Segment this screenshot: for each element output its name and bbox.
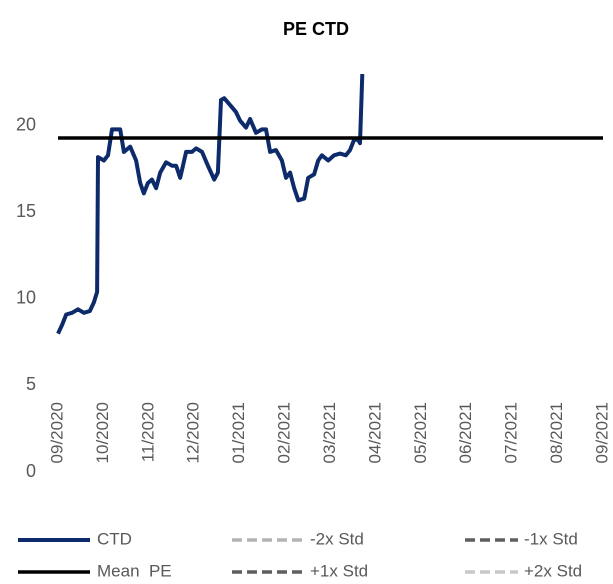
legend-label: -1x Std: [524, 529, 578, 548]
x-tick-label: 02/2021: [275, 402, 294, 463]
legend-label: Mean PE: [97, 561, 172, 580]
series-line: [56, 74, 365, 335]
y-tick-label: 5: [26, 374, 36, 394]
x-tick-label: 09/2020: [47, 402, 66, 463]
x-tick-label: 11/2020: [138, 402, 157, 462]
legend-label: -2x Std: [310, 529, 364, 548]
x-tick-label: 01/2021: [229, 402, 248, 463]
legend-label: CTD: [97, 529, 132, 548]
y-tick-label: 20: [16, 115, 36, 135]
y-tick-label: 15: [16, 201, 36, 221]
x-tick-label: 10/2020: [93, 402, 112, 463]
x-tick-label: 03/2021: [320, 402, 339, 463]
chart-title: PE CTD: [283, 19, 349, 39]
legend-label: +2x Std: [524, 561, 582, 580]
x-tick-label: 09/2021: [592, 402, 611, 463]
x-tick-label: 04/2021: [365, 402, 384, 463]
x-tick-label: 08/2021: [547, 402, 566, 463]
x-tick-label: 05/2021: [411, 402, 430, 463]
x-tick-label: 12/2020: [184, 402, 203, 463]
legend-label: +1x Std: [310, 561, 368, 580]
x-tick-label: 06/2021: [456, 402, 475, 463]
y-tick-label: 10: [16, 288, 36, 308]
x-tick-label: 07/2021: [502, 402, 521, 463]
y-tick-label: 0: [26, 461, 36, 481]
